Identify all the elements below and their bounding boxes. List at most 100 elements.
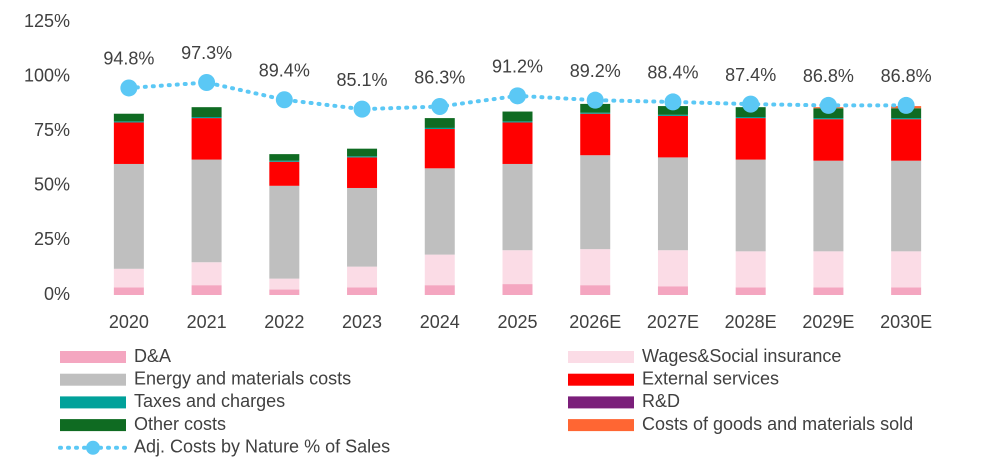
x-tick-label: 2026E	[569, 312, 621, 332]
bar-segment	[502, 111, 533, 122]
bar-segment	[735, 287, 766, 295]
data-label: 86.3%	[414, 67, 465, 87]
bar-segment	[657, 250, 688, 287]
bar-segment	[347, 287, 378, 295]
legend-swatch	[568, 373, 634, 386]
legend-label: Costs of goods and materials sold	[642, 414, 913, 434]
legend-label: Adj. Costs by Nature % of Sales	[134, 437, 390, 457]
bar-segment	[813, 160, 844, 252]
line-marker	[431, 98, 449, 116]
bar-segment	[424, 127, 455, 130]
bar-segment	[657, 106, 688, 115]
bar-segment	[657, 114, 688, 116]
data-label: 97.3%	[181, 43, 232, 63]
x-tick-label: 2024	[420, 312, 460, 332]
bar-segment	[891, 287, 922, 295]
x-tick-label: 2029E	[802, 312, 854, 332]
bar-segment	[347, 156, 378, 158]
bar-segment	[580, 285, 611, 295]
bar-segment	[657, 115, 688, 158]
bar-segment	[191, 107, 222, 118]
line-marker	[353, 100, 371, 118]
bar-segment	[813, 119, 844, 161]
line-marker	[819, 96, 837, 114]
legend-swatch	[60, 419, 126, 432]
bar-segment	[424, 168, 455, 255]
legend-marker	[86, 440, 100, 455]
line-marker	[509, 87, 526, 105]
legend-label: Wages&Social insurance	[642, 346, 841, 366]
y-tick-label: 125%	[24, 11, 70, 31]
line-marker	[664, 93, 682, 111]
bar-segment	[891, 119, 922, 161]
x-tick-label: 2022	[264, 312, 304, 332]
line-marker	[275, 91, 293, 109]
bar-segment	[191, 285, 222, 295]
bar-segment	[191, 117, 222, 119]
bar-segment	[891, 251, 922, 288]
y-tick-label: 25%	[34, 229, 70, 249]
data-label: 94.8%	[103, 49, 154, 69]
bar-segment	[191, 159, 222, 263]
bar-segment	[269, 160, 300, 162]
bar-segment	[191, 118, 222, 160]
bar-segment	[813, 287, 844, 295]
legend-label: Other costs	[134, 414, 226, 434]
bar-segment	[424, 129, 455, 169]
legend-label: Taxes and charges	[134, 391, 285, 411]
bar-segment	[657, 286, 688, 295]
line-marker	[897, 96, 915, 114]
legend-swatch	[568, 396, 634, 409]
bar-segment	[502, 121, 533, 123]
y-tick-label: 75%	[34, 120, 70, 140]
bar-segment	[735, 159, 766, 252]
x-tick-label: 2028E	[725, 312, 777, 332]
bar-segment	[113, 268, 144, 288]
x-tick-label: 2023	[342, 312, 382, 332]
data-label: 89.4%	[259, 61, 310, 81]
legend-label: Energy and materials costs	[134, 368, 351, 388]
legend-swatch	[568, 419, 634, 432]
data-label: 91.2%	[492, 57, 543, 77]
x-tick-label: 2025	[497, 312, 537, 332]
bar-segment	[657, 157, 688, 251]
bar-segment	[269, 289, 300, 295]
bar-segment	[347, 187, 378, 267]
data-label: 85.1%	[337, 70, 388, 90]
data-label: 87.4%	[725, 65, 776, 85]
bar-segment	[269, 161, 300, 186]
bar-segment	[735, 251, 766, 288]
bar-segment	[113, 113, 144, 122]
bar-segment	[580, 155, 611, 250]
y-tick-label: 0%	[44, 284, 70, 304]
bar-segment	[191, 262, 222, 286]
data-label: 86.8%	[881, 66, 932, 86]
bar-segment	[424, 118, 455, 128]
bar-segment	[269, 278, 300, 290]
bar-segment	[502, 122, 533, 164]
bar-segment	[891, 118, 922, 120]
x-tick-label: 2021	[187, 312, 227, 332]
bar-segment	[424, 285, 455, 295]
legend-swatch	[60, 373, 126, 386]
legend-swatch	[60, 396, 126, 409]
bar-segment	[347, 266, 378, 288]
bar-segment	[580, 249, 611, 286]
line-marker	[742, 95, 760, 113]
bar-segment	[113, 287, 144, 295]
bar-segment	[424, 254, 455, 286]
bar-segment	[502, 163, 533, 251]
x-tick-label: 2020	[109, 312, 149, 332]
bar-segment	[269, 185, 300, 279]
data-label: 86.8%	[803, 66, 854, 86]
x-tick-label: 2027E	[647, 312, 699, 332]
bar-segment	[269, 154, 300, 161]
legend-swatch	[60, 351, 126, 363]
data-label: 89.2%	[570, 61, 621, 81]
bar-segment	[735, 118, 766, 160]
bar-segment	[113, 163, 144, 269]
legend-swatch	[568, 351, 634, 363]
bar-segment	[502, 250, 533, 285]
bar-segment	[735, 117, 766, 119]
